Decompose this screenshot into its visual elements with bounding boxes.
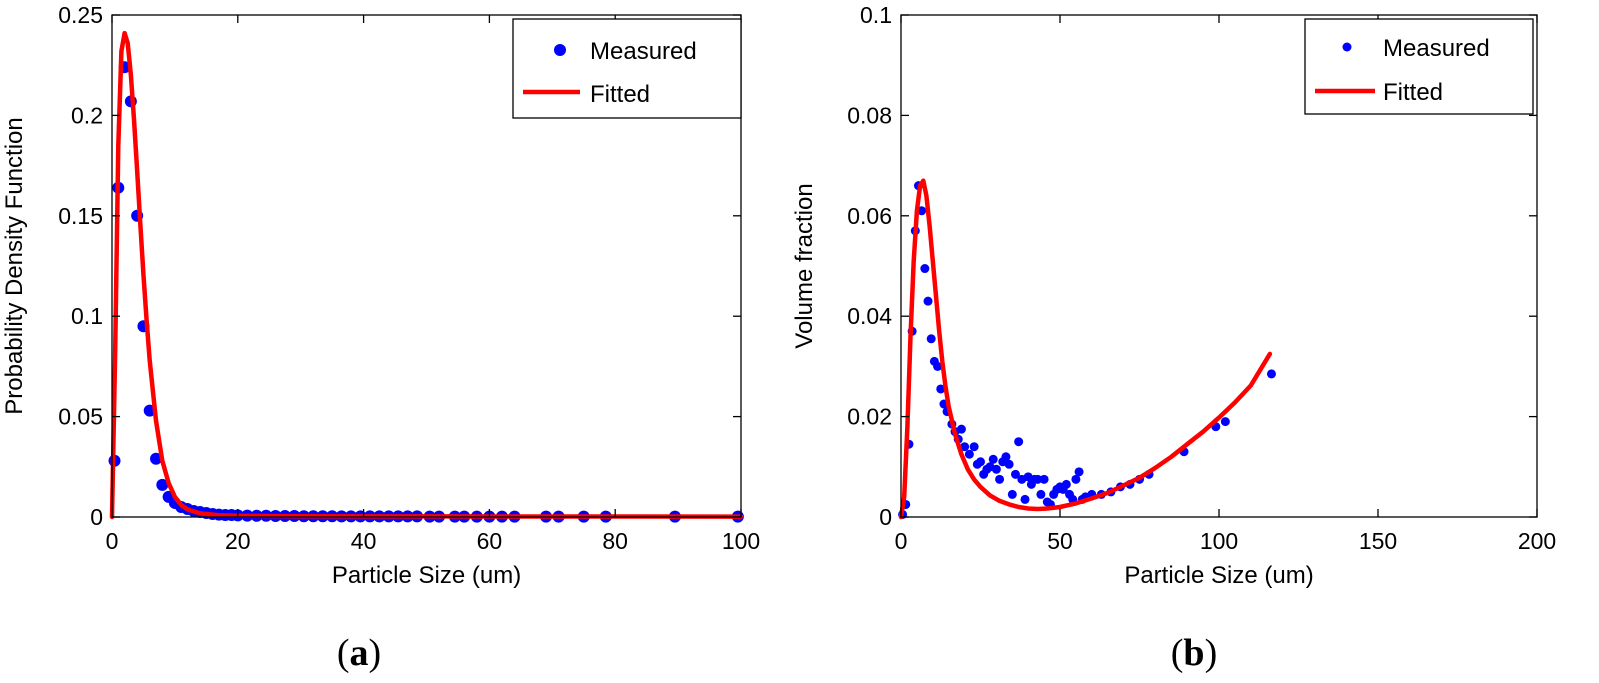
panel-a: 0 20 40 60 80 100 0 0.05 0.1 0.15 0.2 0.25 Particl… (1, 2, 760, 674)
legend-marker-measured-a (554, 44, 566, 56)
data-point (1071, 474, 1081, 484)
data-point (923, 296, 933, 306)
x-tick-label: 40 (351, 528, 377, 554)
x-tick-label: 100 (1200, 528, 1238, 554)
x-tick-label: 60 (477, 528, 503, 554)
data-point (920, 264, 930, 274)
caption-b-letter: b (1183, 632, 1204, 674)
x-tick-label: 200 (1518, 528, 1556, 554)
y-tick-label: 0.08 (847, 102, 892, 128)
caption-b: (b) (1171, 632, 1217, 674)
x-ticks-b: 0 50 100 150 200 (895, 15, 1556, 554)
y-tick-label: 0.25 (58, 2, 103, 28)
data-point (1074, 467, 1084, 477)
data-point (933, 361, 943, 371)
panel-b: 0 50 100 150 200 0 0.02 0.04 0.06 0.08 0.1 Partic… (791, 2, 1556, 674)
fitted-curve-b (898, 178, 1273, 520)
legend-b: Measured Fitted (1304, 18, 1534, 115)
data-point (936, 384, 946, 394)
caption-b-close: ) (1205, 632, 1218, 674)
y-tick-label: 0.1 (860, 2, 892, 28)
data-point (969, 442, 979, 452)
data-point (1010, 469, 1020, 479)
caption-a-open: ( (337, 632, 350, 674)
x-tick-label: 80 (602, 528, 628, 554)
legend-label-measured-b: Measured (1383, 35, 1490, 62)
data-point (988, 454, 998, 464)
caption-a-close: ) (369, 632, 382, 674)
data-point (1014, 437, 1024, 447)
data-point (1266, 369, 1276, 379)
y-axis-label-a: Probability Density Function (1, 117, 28, 414)
data-point (150, 452, 163, 465)
legend-label-fitted-a: Fitted (590, 81, 650, 108)
legend-label-measured-a: Measured (590, 38, 697, 65)
x-axis-label-a: Particle Size (um) (332, 562, 521, 589)
legend-a: Measured Fitted (512, 18, 742, 119)
y-tick-label: 0.06 (847, 203, 892, 229)
legend-marker-measured-b (1342, 42, 1352, 52)
data-point (1033, 474, 1043, 484)
caption-a-letter: a (350, 632, 369, 674)
data-point (976, 457, 985, 467)
measured-points-b (898, 181, 1276, 519)
data-point (991, 464, 1001, 474)
data-point (1007, 489, 1017, 499)
x-axis-label-b: Particle Size (um) (1124, 562, 1313, 589)
x-tick-label: 100 (722, 528, 760, 554)
x-tick-label: 50 (1047, 528, 1073, 554)
y-tick-label: 0.05 (58, 404, 103, 430)
data-point (1004, 459, 1014, 469)
data-point (1020, 494, 1030, 504)
y-tick-label: 0 (879, 504, 892, 530)
data-point (156, 478, 169, 491)
data-point (960, 442, 970, 452)
caption-a: (a) (337, 632, 381, 674)
y-tick-label: 0.2 (71, 102, 103, 128)
data-point (995, 474, 1005, 484)
legend-label-fitted-b: Fitted (1383, 79, 1443, 106)
data-point (926, 334, 936, 344)
data-point (964, 449, 974, 459)
legend-box-a (512, 18, 742, 119)
x-ticks-a: 0 20 40 60 80 100 (106, 15, 760, 554)
measured-points-a (108, 61, 744, 523)
legend-box-b (1304, 18, 1534, 115)
data-point (1061, 479, 1071, 489)
data-point (1001, 452, 1011, 462)
y-tick-label: 0.04 (847, 303, 892, 329)
y-axis-label-b: Volume fraction (791, 183, 818, 348)
y-tick-label: 0 (90, 504, 103, 530)
x-tick-label: 0 (895, 528, 908, 554)
data-point (1039, 474, 1049, 484)
plot-frame-a (111, 14, 742, 518)
data-point (1036, 489, 1046, 499)
y-tick-label: 0.15 (58, 203, 103, 229)
y-tick-label: 0.02 (847, 404, 892, 430)
data-point (1220, 417, 1230, 427)
y-ticks-b: 0 0.02 0.04 0.06 0.08 0.1 (847, 2, 1537, 530)
y-tick-label: 0.1 (71, 303, 103, 329)
x-tick-label: 0 (106, 528, 119, 554)
data-point (956, 424, 966, 434)
caption-b-open: ( (1171, 632, 1184, 674)
y-ticks-a: 0 0.05 0.1 0.15 0.2 0.25 (58, 2, 741, 530)
fitted-curve-a (109, 30, 744, 520)
x-tick-label: 150 (1359, 528, 1397, 554)
x-tick-label: 20 (225, 528, 251, 554)
